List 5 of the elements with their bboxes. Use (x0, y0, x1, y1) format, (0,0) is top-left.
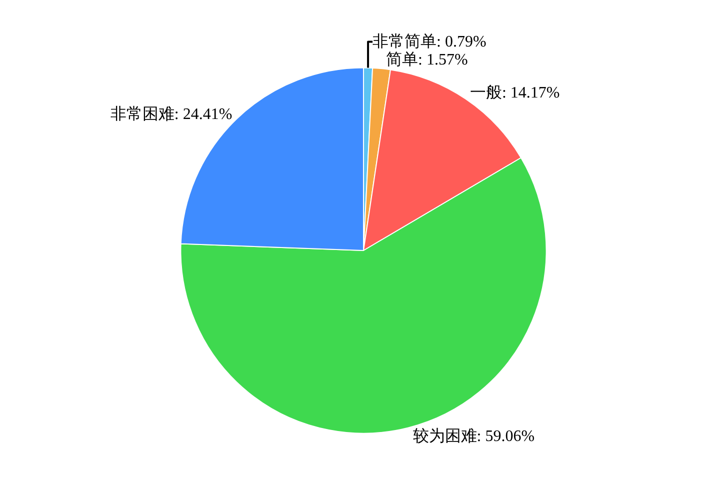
slice-label: 一般: 14.17% (470, 84, 560, 102)
slice-label: 较为困难: 59.06% (412, 427, 535, 446)
slice-label: 非常困难: 24.41% (110, 105, 232, 124)
slice-label: 非常简单: 0.79% (372, 32, 486, 51)
slice-label: 简单: 1.57% (386, 50, 468, 69)
